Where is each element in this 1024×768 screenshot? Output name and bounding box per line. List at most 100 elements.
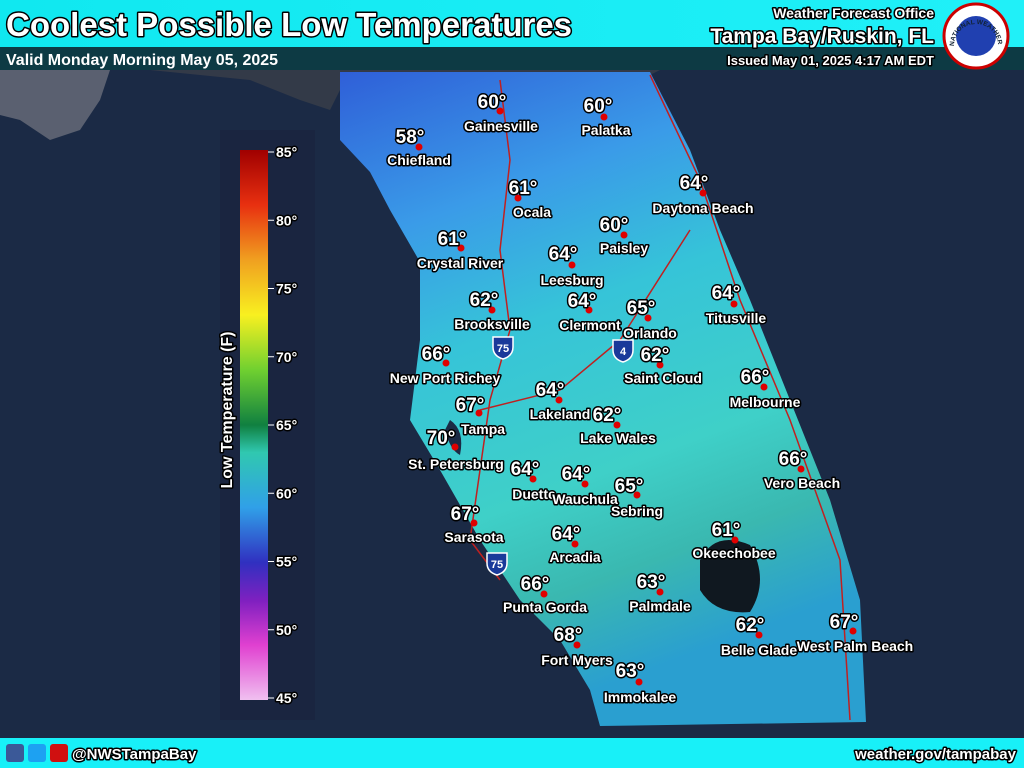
city-temp: 61° [509,178,538,199]
valid-bar [0,47,1024,70]
city-temp: 62° [470,290,499,311]
legend-ticks: 85° 80° 75° 70° 65° 60° 55° 50° 45° [268,143,299,708]
color-scale [240,150,268,700]
city-temp: 66° [422,344,451,365]
city-name: Tampa [461,421,505,437]
youtube-icon[interactable] [50,744,68,762]
city-name: Saint Cloud [624,370,702,386]
city-dot [644,314,652,322]
city-temp: 62° [736,615,765,636]
city-dot [475,409,483,417]
city-dot [656,361,664,369]
city-dot [699,189,707,197]
city-dot [656,588,664,596]
city-temp: 58° [396,127,425,148]
tick-label: 65° [276,417,297,433]
city-dot [760,383,768,391]
city-name: Sarasota [444,529,503,545]
social-handle[interactable]: @NWSTampaBay [71,745,199,765]
city-name: Belle Glade [721,642,797,658]
city-temp: 64° [562,464,591,485]
city-dot [613,421,621,429]
city-temp: 60° [584,96,613,117]
shield [486,552,508,576]
city-temp: 67° [456,395,485,416]
city-name: Palatka [581,122,630,138]
city-name: Melbourne [730,394,801,410]
office: Weather Forecast Office [773,5,934,21]
city-dot [571,540,579,548]
city-temp: 60° [600,215,629,236]
city-name: Chiefland [387,152,451,168]
city-temp: 61° [712,520,741,541]
interstate-95 [649,74,851,721]
tick-label: 45° [276,690,297,706]
city-dot [457,244,465,252]
cities: 60° Gainesville 60° Palatka 58° Chiefland 61° O… [386,91,915,707]
city-temp: 65° [627,298,656,319]
city-name: Duette [512,486,556,502]
city-name: Sebring [611,503,663,519]
city-name: Gainesville [464,118,538,134]
city-dot [568,261,576,269]
city-dot [849,627,857,635]
facebook-icon[interactable] [6,744,24,762]
interstate-75 [469,79,511,581]
shield-label: 75 [491,559,503,571]
city-name: Lakeland [530,406,591,422]
land-outside [0,70,110,140]
city-dot [496,107,504,115]
city-temp: 66° [779,449,808,470]
city-name: Leesburg [540,272,603,288]
city-name: Wauchula [552,491,618,507]
twitter-icon[interactable] [28,744,46,762]
city-name: Crystal River [417,255,504,271]
city-dot [635,678,643,686]
city-temp: 70° [427,428,456,449]
issued: Issued May 01, 2025 4:17 AM EDT [727,53,934,68]
city-temp: 67° [451,504,480,525]
city-name: Fort Myers [541,652,613,668]
city-temp: 63° [637,572,666,593]
city-dot [730,300,738,308]
city-name: Orlando [623,325,677,341]
city-dot [585,306,593,314]
city-dot [731,536,739,544]
shield [492,336,514,360]
city-temp: 64° [568,291,597,312]
city-temp: 63° [616,661,645,682]
header-bar [0,0,1024,47]
city-name: St. Petersburg [408,456,504,472]
legend-title: Low Temperature (F) [219,331,236,488]
tick-label: 70° [276,349,297,365]
footer-bar [0,738,1024,768]
tick-label: 55° [276,554,297,570]
nws-logo-inner [956,16,996,56]
tick-label: 50° [276,622,297,638]
city-name: Vero Beach [764,475,840,491]
shields: 75 4 75 [486,336,634,576]
city-dot [488,306,496,314]
valid-time: Valid Monday Morning May 05, 2025 [6,52,278,69]
city-name: Palmdale [629,598,691,614]
city-temp: 62° [641,345,670,366]
city-dot [540,590,548,598]
website[interactable]: weather.gov/tampabay [853,745,1019,765]
city-dot [600,113,608,121]
city-temp: 61° [438,229,467,250]
city-name: New Port Richey [390,370,501,386]
city-temp: 62° [593,405,622,426]
city-temp: 64° [712,283,741,304]
city-dot [797,465,805,473]
city-temp: 64° [511,459,540,480]
city-temp: 65° [615,476,644,497]
tick-label: 80° [276,212,297,228]
interstate-4 [479,229,691,411]
city-dot [442,359,450,367]
city-temp: 64° [549,244,578,265]
city-dot [514,194,522,202]
city-name: Brooksville [454,316,530,332]
city-name: Daytona Beach [652,200,753,216]
city-name: Paisley [600,240,648,256]
